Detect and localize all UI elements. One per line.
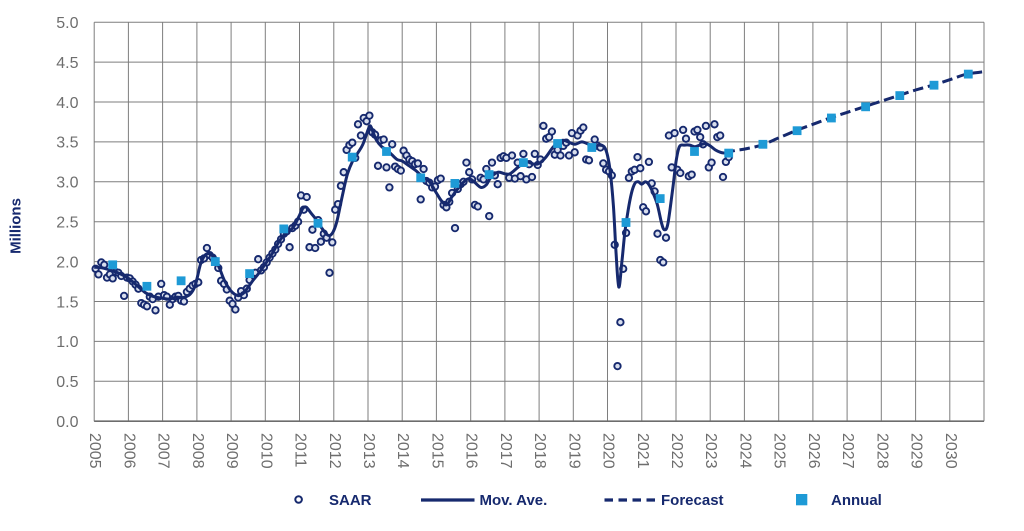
svg-text:2006: 2006 <box>120 433 137 469</box>
svg-text:2007: 2007 <box>155 433 172 469</box>
svg-text:2030: 2030 <box>942 433 959 469</box>
svg-text:1.0: 1.0 <box>56 334 78 351</box>
svg-text:2025: 2025 <box>771 433 788 469</box>
svg-text:2023: 2023 <box>702 433 719 469</box>
svg-text:2012: 2012 <box>326 433 343 469</box>
svg-text:2026: 2026 <box>805 433 822 469</box>
svg-text:2008: 2008 <box>189 433 206 469</box>
svg-text:Millions: Millions <box>8 198 25 254</box>
svg-text:2015: 2015 <box>428 433 445 469</box>
svg-text:2028: 2028 <box>873 433 890 469</box>
svg-text:2022: 2022 <box>668 433 685 469</box>
svg-text:0.0: 0.0 <box>56 414 78 431</box>
svg-text:2018: 2018 <box>531 433 548 469</box>
svg-text:3.5: 3.5 <box>56 135 78 152</box>
svg-text:3.0: 3.0 <box>56 175 78 192</box>
svg-text:2013: 2013 <box>360 433 377 469</box>
svg-text:5.0: 5.0 <box>56 15 78 32</box>
svg-text:SAAR: SAAR <box>329 492 372 509</box>
svg-text:2024: 2024 <box>736 433 753 469</box>
svg-text:2017: 2017 <box>497 433 514 469</box>
svg-text:4.0: 4.0 <box>56 95 78 112</box>
svg-text:Mov. Ave.: Mov. Ave. <box>480 492 548 509</box>
svg-text:2010: 2010 <box>257 433 274 469</box>
svg-text:2014: 2014 <box>394 433 411 469</box>
svg-text:2.5: 2.5 <box>56 215 78 232</box>
svg-text:2027: 2027 <box>839 433 856 469</box>
svg-text:2019: 2019 <box>565 433 582 469</box>
svg-text:Annual: Annual <box>831 492 882 509</box>
svg-text:4.5: 4.5 <box>56 55 78 72</box>
svg-text:2005: 2005 <box>86 433 103 469</box>
svg-text:Forecast: Forecast <box>661 492 724 509</box>
svg-text:2.0: 2.0 <box>56 254 78 271</box>
svg-text:2029: 2029 <box>908 433 925 469</box>
svg-text:1.5: 1.5 <box>56 294 78 311</box>
svg-text:2009: 2009 <box>223 433 240 469</box>
svg-text:0.5: 0.5 <box>56 374 78 391</box>
svg-text:2011: 2011 <box>292 433 309 468</box>
svg-text:2016: 2016 <box>463 433 480 469</box>
svg-text:2020: 2020 <box>600 433 617 469</box>
svg-text:2021: 2021 <box>634 433 651 469</box>
